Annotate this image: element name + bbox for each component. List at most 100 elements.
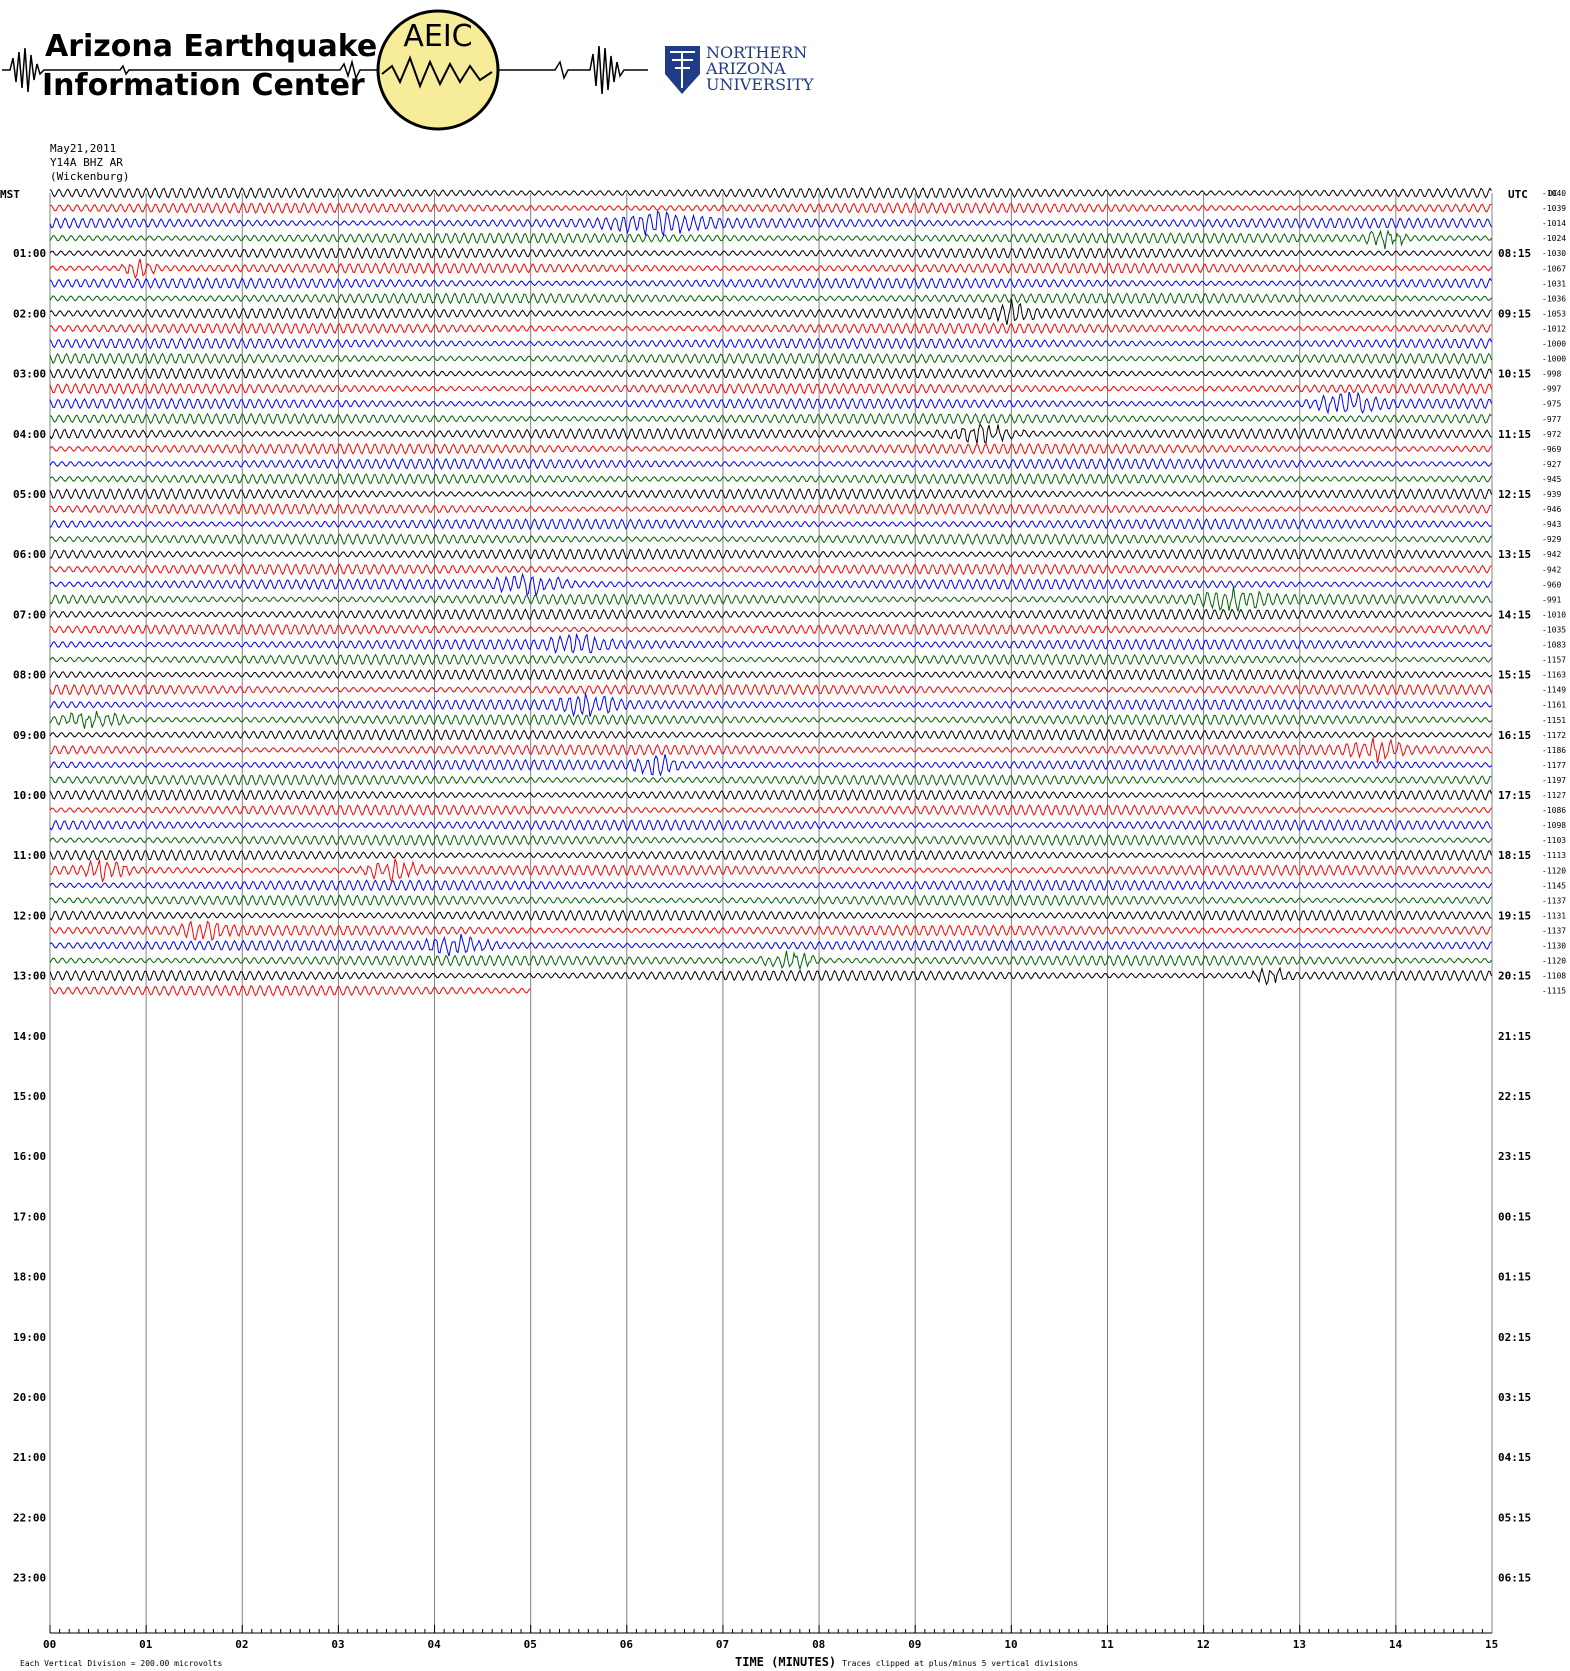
trace-line-6 bbox=[49, 277, 1492, 290]
trace-line-25 bbox=[49, 563, 1492, 576]
dc-offset-label: -977 bbox=[1542, 415, 1561, 424]
dc-offset-label: -1000 bbox=[1542, 340, 1566, 349]
dc-offset-label: -1151 bbox=[1542, 716, 1566, 725]
mst-label: 15:00 bbox=[13, 1090, 46, 1103]
trace-line-13 bbox=[49, 382, 1492, 395]
trace-line-8 bbox=[49, 298, 1492, 325]
utc-label: 09:15 bbox=[1498, 307, 1531, 320]
dc-offset-label: -972 bbox=[1542, 430, 1561, 439]
trace-line-34 bbox=[49, 693, 1492, 718]
dc-offset-label: -929 bbox=[1542, 535, 1561, 544]
utc-label: 04:15 bbox=[1498, 1451, 1531, 1464]
dc-offset-label: -942 bbox=[1542, 565, 1561, 574]
x-tick-label: 08 bbox=[812, 1638, 825, 1651]
dc-offset-label: -960 bbox=[1542, 580, 1561, 589]
dc-offset-label: -1161 bbox=[1542, 701, 1566, 710]
mst-label: 13:00 bbox=[13, 970, 46, 983]
trace-line-28 bbox=[49, 608, 1492, 621]
dc-offset-labels: -1040 -1039 -1014 -1024 -1030 -1067 -1031 -1036… bbox=[1542, 189, 1566, 996]
trace-line-33 bbox=[49, 683, 1492, 696]
trace-line-43 bbox=[49, 834, 1492, 847]
utc-labels: 08:15 09:15 10:15 11:15 12:15 13:15 14:15 15:15… bbox=[1498, 247, 1531, 1584]
mst-label: 07:00 bbox=[13, 608, 46, 621]
x-tick-label: 10 bbox=[1004, 1638, 1017, 1651]
dc-offset-label: -1024 bbox=[1542, 234, 1566, 243]
utc-label: 18:15 bbox=[1498, 849, 1531, 862]
utc-label: 05:15 bbox=[1498, 1511, 1531, 1524]
dc-offset-label: -1163 bbox=[1542, 671, 1566, 680]
mst-label: 01:00 bbox=[13, 247, 46, 260]
x-tick-label: 02 bbox=[235, 1638, 248, 1651]
trace-line-14 bbox=[49, 391, 1492, 415]
dc-offset-label: -1036 bbox=[1542, 294, 1566, 303]
dc-offset-label: -1039 bbox=[1542, 204, 1566, 213]
org-title-line2: Information Center bbox=[42, 68, 365, 103]
trace-line-29 bbox=[50, 623, 1492, 636]
trace-line-48 bbox=[49, 909, 1492, 922]
logo-text: AEIC bbox=[403, 19, 472, 54]
dc-offset-label: -1010 bbox=[1542, 610, 1566, 619]
trace-line-40 bbox=[49, 788, 1492, 802]
utc-label: 01:15 bbox=[1498, 1271, 1531, 1284]
x-tick-label: 01 bbox=[139, 1638, 153, 1651]
x-tick-label: 00 bbox=[43, 1638, 56, 1651]
utc-label: 06:15 bbox=[1498, 1572, 1531, 1585]
dc-offset-label: -1145 bbox=[1542, 881, 1566, 890]
dc-offset-label: -1053 bbox=[1542, 309, 1566, 318]
utc-label: 08:15 bbox=[1498, 247, 1531, 260]
utc-label: 20:15 bbox=[1498, 970, 1531, 983]
utc-label: 14:15 bbox=[1498, 608, 1531, 621]
dc-offset-label: -1083 bbox=[1542, 641, 1566, 650]
mst-label: 06:00 bbox=[13, 548, 46, 561]
trace-line-15 bbox=[49, 412, 1492, 425]
mst-label: 02:00 bbox=[13, 307, 46, 320]
university-line1: NORTHERN bbox=[706, 43, 807, 62]
trace-line-7 bbox=[49, 292, 1492, 305]
x-tick-label: 04 bbox=[428, 1638, 442, 1651]
trace-line-37 bbox=[49, 737, 1492, 764]
university-line3: UNIVERSITY bbox=[706, 75, 814, 94]
utc-label: 21:15 bbox=[1498, 1030, 1531, 1043]
x-axis: 00 01 02 03 04 05 06 07 08 09 10 11 12 13 14 15 bbox=[43, 1625, 1498, 1651]
mst-label: 22:00 bbox=[13, 1511, 46, 1524]
trace-line-36 bbox=[49, 728, 1492, 741]
x-tick-label: 14 bbox=[1389, 1638, 1403, 1651]
aeic-logo: AEIC bbox=[376, 9, 500, 131]
trace-line-52 bbox=[49, 966, 1492, 986]
x-tick-label: 15 bbox=[1485, 1638, 1498, 1651]
mst-label: 16:00 bbox=[13, 1150, 46, 1163]
trace-line-50 bbox=[49, 933, 1492, 957]
dc-offset-label: -1113 bbox=[1542, 851, 1566, 860]
mst-label: 23:00 bbox=[13, 1572, 46, 1585]
dc-offset-label: -991 bbox=[1542, 595, 1561, 604]
trace-line-1 bbox=[49, 202, 1492, 214]
mst-label: 14:00 bbox=[13, 1030, 46, 1043]
dc-offset-label: -1014 bbox=[1542, 219, 1566, 228]
dc-offset-label: -1086 bbox=[1542, 806, 1566, 815]
trace-line-44 bbox=[49, 849, 1492, 862]
trace-line-16 bbox=[49, 423, 1492, 445]
trace-line-17 bbox=[49, 442, 1492, 455]
utc-label: 17:15 bbox=[1498, 789, 1531, 802]
trace-line-11 bbox=[49, 352, 1492, 365]
seismogram-decoration-left bbox=[2, 47, 380, 93]
dc-offset-label: -1157 bbox=[1542, 656, 1566, 665]
trace-line-39 bbox=[49, 774, 1492, 786]
dc-offset-label: -1172 bbox=[1542, 731, 1566, 740]
dc-offset-label: -1197 bbox=[1542, 776, 1566, 785]
mst-label: 09:00 bbox=[13, 729, 46, 742]
mst-label: 19:00 bbox=[13, 1331, 46, 1344]
trace-line-23 bbox=[49, 533, 1492, 546]
mst-label: 10:00 bbox=[13, 789, 46, 802]
dc-offset-label: -945 bbox=[1542, 475, 1561, 484]
dc-offset-label: -1120 bbox=[1542, 866, 1566, 875]
dc-offset-label: -927 bbox=[1542, 460, 1561, 469]
trace-line-18 bbox=[49, 457, 1492, 470]
utc-label: 16:15 bbox=[1498, 729, 1531, 742]
trace-line-10 bbox=[49, 337, 1492, 350]
dc-offset-label: -1186 bbox=[1542, 746, 1566, 755]
dc-offset-label: -997 bbox=[1542, 385, 1561, 394]
utc-label: 19:15 bbox=[1498, 909, 1531, 922]
trace-line-3 bbox=[49, 229, 1492, 250]
trace-line-9 bbox=[49, 322, 1492, 335]
